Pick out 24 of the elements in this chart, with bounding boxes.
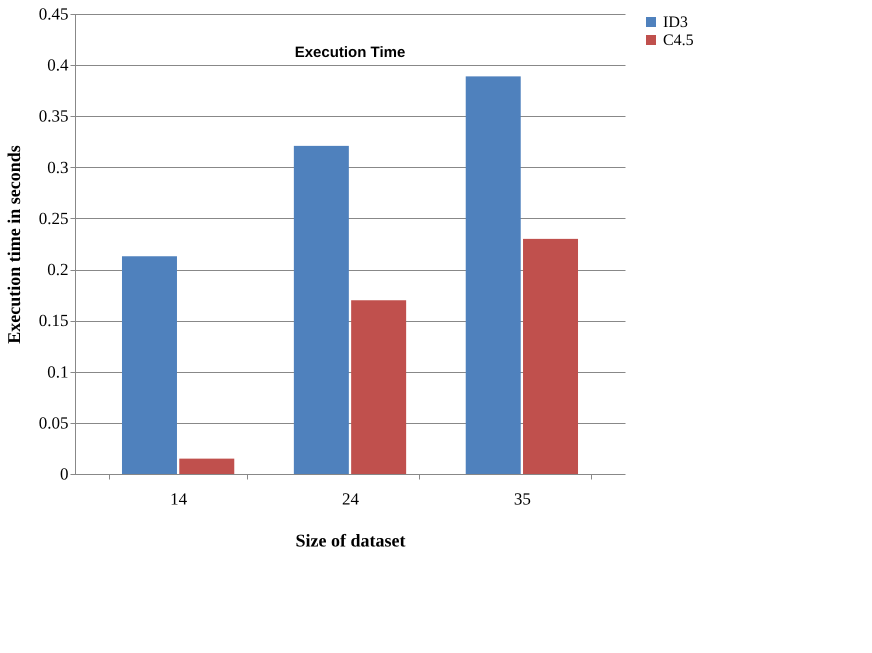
text: Execution Time [294,44,406,61]
bar [122,256,177,474]
bar [466,76,521,474]
bar [523,238,578,474]
y-tick-label: 0.2 [47,260,68,280]
x-tick-label: 24 [342,490,360,508]
y-tick-label: 0.4 [47,56,69,75]
y-tick-label: 0.3 [47,158,68,177]
bar [351,300,406,474]
y-axis-title: Execution time in seconds [4,145,24,344]
y-tick-label: 0.35 [38,106,68,126]
y-tick-label: 0.05 [38,413,68,432]
x-tick-label: 35 [514,490,531,508]
y-tick-label: 0.1 [47,362,68,382]
y-tick-label: 0.45 [38,4,68,24]
y-tick-label: 0.15 [38,311,68,330]
x-tick-label: 14 [170,490,188,508]
bar [294,146,349,474]
legend-label: ID3 [663,14,688,31]
legend-label: C4.5 [663,32,694,49]
x-axis-title: Size of dataset [296,530,406,550]
y-tick-label: 0 [60,464,68,484]
bar [179,458,234,474]
y-tick-label: 0.25 [38,208,68,228]
